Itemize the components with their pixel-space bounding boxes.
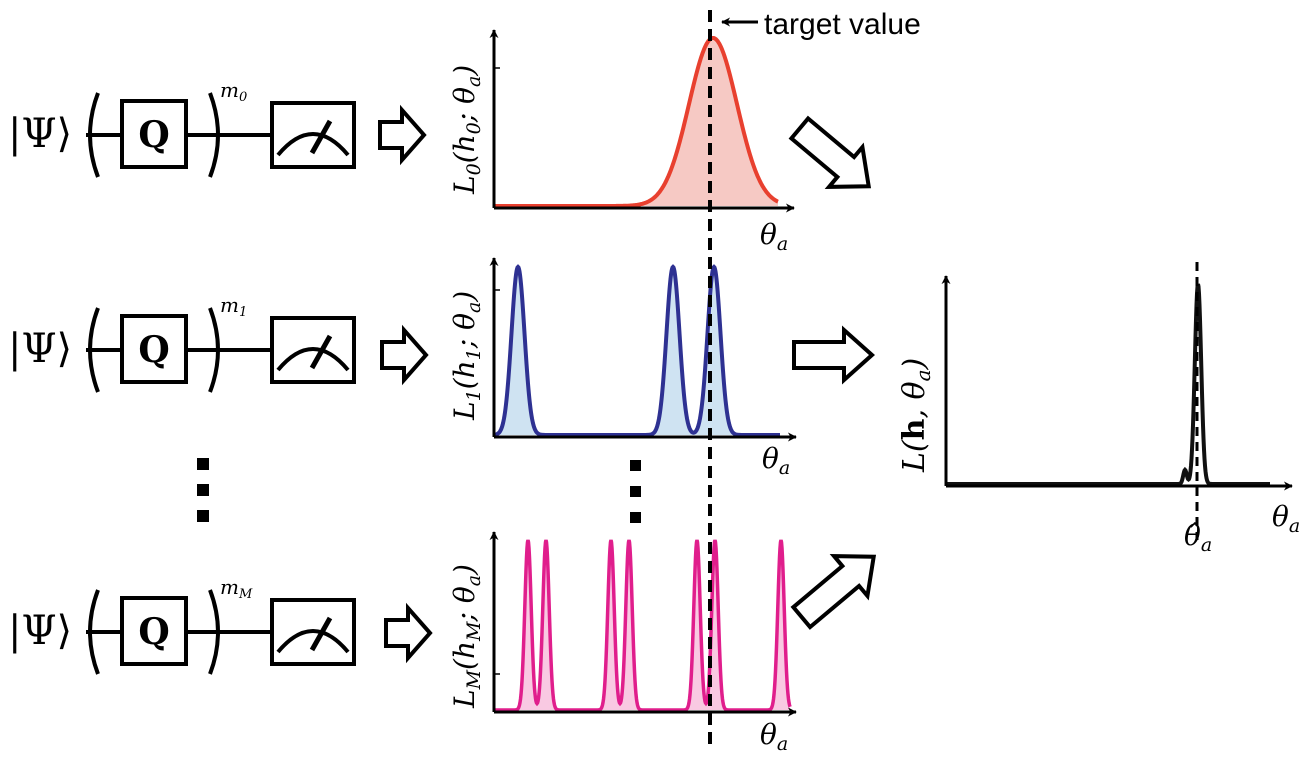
x-axis-label: θa: [762, 442, 790, 479]
left-paren: [88, 92, 100, 178]
gate-q-label: Q: [138, 114, 169, 156]
gate-q-label: Q: [138, 611, 169, 653]
power-label: m1: [220, 293, 247, 320]
left-paren: [88, 589, 100, 675]
hollow-arrow-icon: [380, 324, 429, 386]
hollow-arrow-icon: [788, 115, 872, 189]
right-paren: [208, 307, 220, 393]
combined-likelihood-curve: [946, 283, 1270, 486]
likelihood-plot-M: LM(hM; θa) θa: [448, 531, 797, 755]
target-value-label: target value: [764, 8, 921, 41]
power-label: mM: [220, 575, 253, 602]
estimate-label: θ̂a: [1184, 519, 1212, 556]
right-paren: [208, 92, 220, 178]
hollow-arrow-icon: [384, 602, 433, 664]
likelihood-plot-0: L0(h0; θa) θa: [448, 29, 795, 255]
state-ket: |Ψ⟩: [8, 111, 72, 157]
likelihood-0-curve: [494, 36, 779, 208]
hollow-arrow-icon: [792, 325, 876, 385]
likelihood-0-fill: [494, 38, 778, 206]
likelihood-1-fill: [494, 267, 780, 435]
likelihood-M-curve: [494, 539, 792, 712]
hollow-arrow-icon: [378, 104, 427, 166]
gate-q: [120, 596, 188, 666]
y-axis-label: L0(h0; θa): [448, 65, 485, 195]
quantum-circuit-M: |Ψ⟩ Q mM: [8, 575, 356, 675]
left-paren: [88, 307, 100, 393]
hollow-arrow-icon: [790, 554, 877, 630]
likelihood-1-curve: [494, 264, 780, 437]
y-axis-label: L1(h1; θa): [448, 291, 485, 421]
gate-q: [120, 314, 188, 384]
x-axis-label: θa: [760, 218, 788, 255]
y-axis-label: L(h, θa): [897, 358, 935, 473]
state-ket: |Ψ⟩: [8, 326, 72, 372]
circuit-ellipsis: [197, 458, 209, 522]
y-axis-label: LM(hM; θa): [448, 564, 485, 709]
gate-q-label: Q: [138, 329, 169, 371]
power-label: m0: [220, 78, 247, 105]
likelihood-plot-1: L1(h1; θa) θa: [448, 257, 797, 479]
state-ket: |Ψ⟩: [8, 608, 72, 654]
right-paren: [208, 589, 220, 675]
plot-ellipsis: [630, 460, 641, 523]
x-axis-label: θa: [760, 718, 788, 755]
combined-likelihood-plot: L(h, θa) θa θ̂a: [897, 262, 1300, 556]
quantum-circuit-1: |Ψ⟩ Q m1: [8, 293, 356, 393]
x-axis-label: θa: [1272, 500, 1300, 537]
quantum-circuit-0: |Ψ⟩ Q m0: [8, 78, 356, 178]
